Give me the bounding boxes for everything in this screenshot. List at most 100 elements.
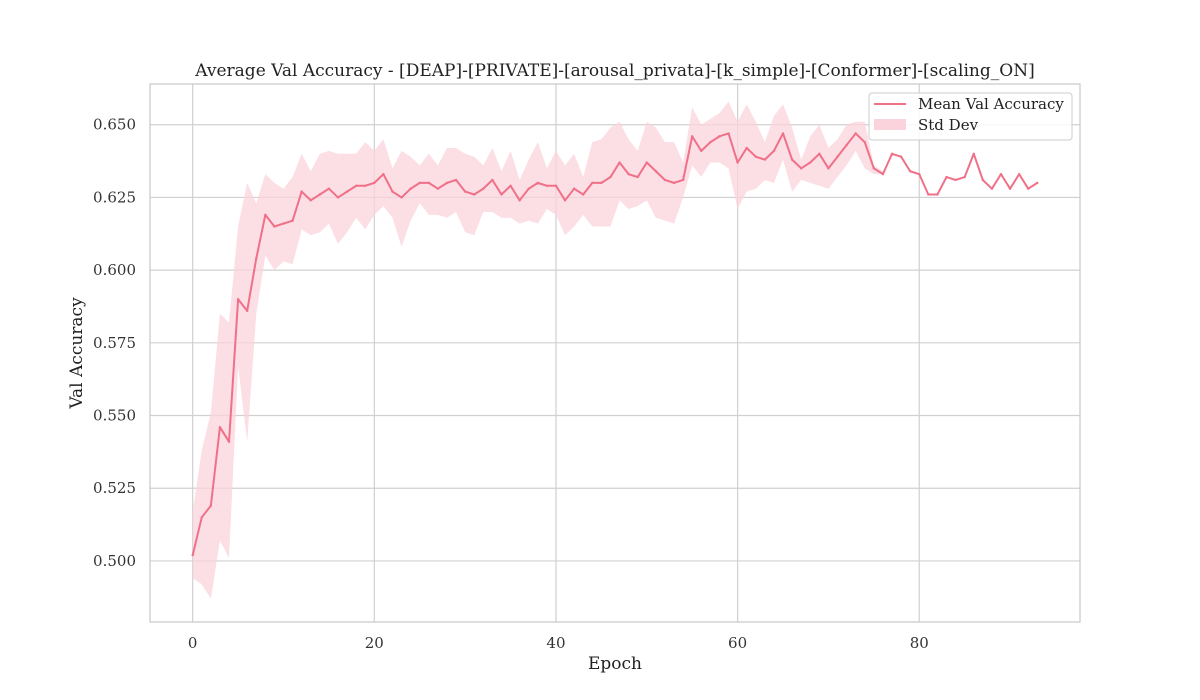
mean-data-point <box>318 193 322 196</box>
mean-data-point <box>999 172 1003 176</box>
mean-data-point <box>836 155 839 158</box>
mean-data-point <box>781 132 785 135</box>
mean-data-point <box>700 149 703 153</box>
mean-data-point <box>827 167 830 170</box>
mean-data-point <box>1017 172 1021 176</box>
mean-data-point <box>691 135 694 138</box>
mean-data-point <box>899 155 903 158</box>
mean-data-point <box>927 193 930 196</box>
mean-data-point <box>445 181 449 185</box>
mean-data-point <box>890 152 894 155</box>
mean-data-point <box>236 298 240 301</box>
mean-val-accuracy-line <box>191 132 1038 556</box>
mean-data-point <box>191 553 194 557</box>
mean-data-point <box>309 199 312 202</box>
mean-data-point <box>954 178 957 182</box>
mean-data-point <box>527 187 530 190</box>
mean-data-point <box>818 152 821 155</box>
y-tick-label: 0.600 <box>93 261 136 279</box>
mean-data-point <box>990 187 994 190</box>
mean-data-point <box>282 222 285 225</box>
x-tick-labels: 0 20 40 60 80 <box>188 634 929 652</box>
mean-data-point <box>509 184 512 187</box>
mean-data-point <box>382 172 385 176</box>
mean-data-point <box>1036 181 1039 185</box>
mean-data-point <box>554 184 558 187</box>
std-dev-band-layer <box>192 101 911 599</box>
mean-data-point <box>300 190 303 193</box>
mean-data-point <box>427 181 431 185</box>
mean-data-point <box>200 516 203 519</box>
mean-data-point <box>482 187 485 190</box>
mean-data-point <box>854 132 857 135</box>
mean-data-point <box>790 158 794 161</box>
mean-data-point <box>754 155 757 158</box>
mean-data-point <box>245 309 249 313</box>
mean-data-point <box>718 135 721 138</box>
mean-data-point <box>918 172 921 176</box>
mean-data-point <box>981 178 985 182</box>
mean-data-point <box>591 181 594 185</box>
mean-data-point <box>273 225 276 228</box>
mean-data-point <box>863 140 866 144</box>
y-tick-label: 0.500 <box>93 552 136 570</box>
mean-data-point <box>845 143 848 147</box>
mean-data-point <box>327 187 331 190</box>
mean-data-point <box>463 190 467 193</box>
mean-data-point <box>645 161 648 164</box>
mean-data-point <box>518 199 521 202</box>
mean-data-point <box>809 161 812 164</box>
mean-data-point <box>1027 187 1030 190</box>
mean-data-point <box>345 190 349 193</box>
mean-data-point <box>563 199 567 202</box>
legend-std-swatch <box>874 119 906 130</box>
mean-data-point <box>255 257 258 260</box>
mean-data-point <box>582 193 585 196</box>
mean-data-point <box>209 504 213 507</box>
std-dev-band <box>192 101 911 599</box>
mean-data-point <box>227 440 231 443</box>
y-tick-label: 0.525 <box>93 479 136 497</box>
mean-data-point <box>500 193 503 196</box>
y-tick-label: 0.650 <box>93 116 136 134</box>
mean-data-point <box>545 184 549 187</box>
legend-mean-label: Mean Val Accuracy <box>918 95 1064 113</box>
mean-data-point <box>772 149 776 153</box>
mean-data-point <box>872 167 876 170</box>
y-tick-label: 0.625 <box>93 188 136 206</box>
legend: Mean Val Accuracy Std Dev <box>868 92 1073 141</box>
mean-data-point <box>609 175 612 179</box>
mean-data-point <box>291 219 294 222</box>
mean-data-point <box>736 161 739 164</box>
mean-data-point <box>218 425 222 429</box>
y-tick-label: 0.550 <box>93 407 136 425</box>
mean-data-point <box>391 190 394 193</box>
x-tick-label: 0 <box>188 634 198 652</box>
mean-data-point <box>409 187 412 190</box>
mean-data-point <box>672 181 676 185</box>
y-tick-label: 0.575 <box>93 334 136 352</box>
y-tick-labels: 0.500 0.525 0.550 0.575 0.600 0.625 0.650 <box>93 116 136 570</box>
mean-data-point <box>473 193 476 196</box>
mean-data-point <box>436 187 440 190</box>
mean-data-point <box>727 132 730 135</box>
chart-title: Average Val Accuracy - [DEAP]-[PRIVATE]-… <box>194 61 1034 81</box>
mean-data-point <box>1008 187 1012 190</box>
mean-data-point <box>636 175 639 179</box>
mean-data-point <box>354 184 358 187</box>
mean-data-point <box>654 170 658 173</box>
mean-data-point <box>963 175 966 179</box>
mean-data-point <box>881 172 885 176</box>
mean-line-layer <box>191 132 1039 557</box>
plot-frame <box>149 83 1081 623</box>
mean-data-point <box>936 193 939 196</box>
mean-data-point <box>373 181 376 185</box>
mean-data-point <box>908 170 912 173</box>
legend-std-label: Std Dev <box>918 116 979 134</box>
x-tick-label: 40 <box>546 634 565 652</box>
mean-data-point <box>572 187 576 190</box>
mean-data-point <box>400 196 403 199</box>
mean-data-point <box>264 213 267 217</box>
